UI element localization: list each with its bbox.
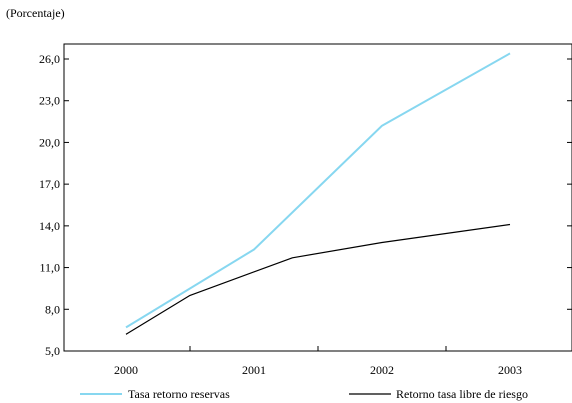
x-axis: 2000 2001 2002 2003 [114,346,522,377]
legend-label: Retorno tasa libre de riesgo [396,387,528,401]
y-axis: 5,0 8,0 11,0 14,0 17,0 20,0 23,0 26,0 [39,52,572,358]
y-tick-label: 5,0 [45,344,60,358]
y-tick-label: 14,0 [39,219,60,233]
y-tick-label: 23,0 [39,94,60,108]
x-tick-label: 2001 [242,363,266,377]
y-tick-label: 26,0 [39,52,60,66]
legend-label: Tasa retorno reservas [128,387,230,401]
y-tick-label: 17,0 [39,177,60,191]
series-lines [125,52,511,335]
plot-frame [63,43,572,352]
y-tick-label: 11,0 [39,261,60,275]
x-tick-label: 2000 [114,363,138,377]
legend: Tasa retorno reservas Retorno tasa libre … [80,387,528,401]
series-line-2 [125,223,511,335]
x-tick-label: 2002 [370,363,394,377]
y-tick-label: 20,0 [39,135,60,149]
x-tick-label: 2003 [498,363,522,377]
unit-label: (Porcentaje) [6,6,65,20]
series-line-1 [125,52,511,329]
y-tick-label: 8,0 [45,302,60,316]
